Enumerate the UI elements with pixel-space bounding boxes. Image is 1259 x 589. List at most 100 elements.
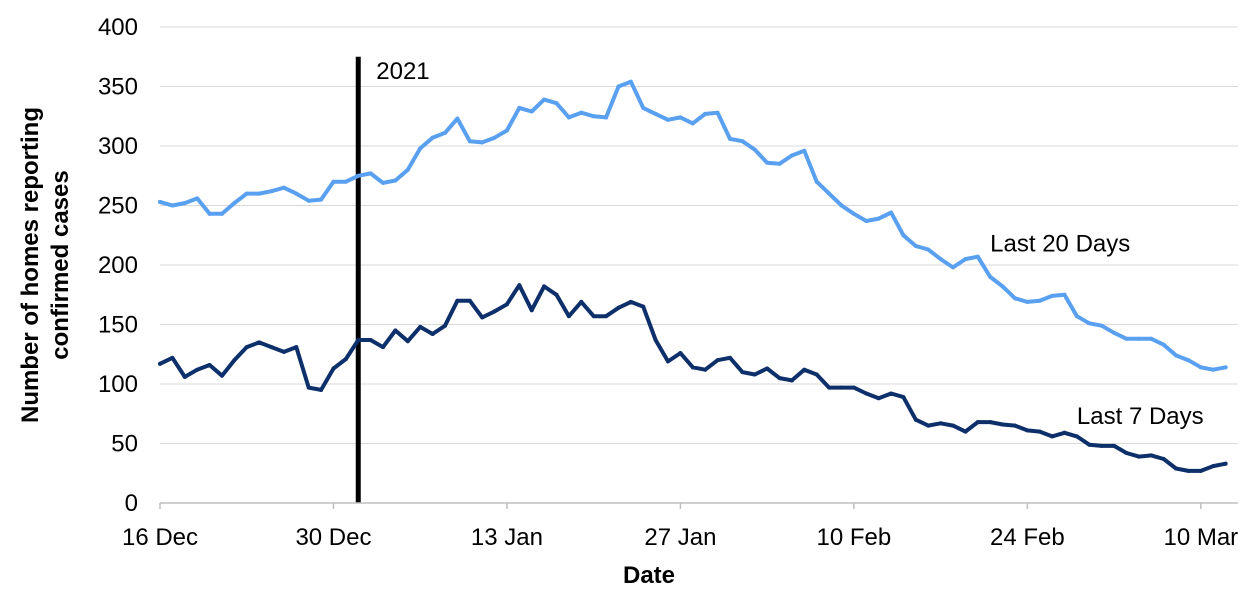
data-point	[1112, 330, 1117, 335]
x-tick-label: 10 Mar	[1163, 524, 1238, 551]
data-point	[170, 355, 175, 360]
data-point	[876, 216, 881, 221]
data-point	[653, 111, 658, 116]
x-tick-label: 16 Dec	[122, 524, 198, 551]
data-point	[1062, 292, 1067, 297]
data-point	[1211, 464, 1216, 469]
axes	[159, 502, 1238, 509]
data-point	[740, 139, 745, 144]
data-point	[1161, 342, 1166, 347]
data-point	[182, 374, 187, 379]
data-point	[1087, 442, 1092, 447]
data-point	[951, 423, 956, 428]
data-point	[529, 109, 534, 114]
data-point	[1112, 443, 1117, 448]
data-point	[628, 79, 633, 84]
data-point	[628, 299, 633, 304]
data-point	[356, 173, 361, 178]
data-point	[703, 367, 708, 372]
data-point	[988, 420, 993, 425]
data-point	[963, 257, 968, 262]
data-point	[889, 391, 894, 396]
data-point	[269, 189, 274, 194]
data-point	[579, 110, 584, 115]
data-point	[1037, 298, 1042, 303]
data-point	[207, 362, 212, 367]
data-point	[715, 110, 720, 115]
data-point	[901, 233, 906, 238]
data-point	[170, 203, 175, 208]
data-point	[1012, 296, 1017, 301]
data-point	[727, 136, 732, 141]
data-point	[1186, 358, 1191, 363]
y-tick-label: 0	[125, 490, 138, 517]
data-point	[1136, 454, 1141, 459]
data-point	[381, 180, 386, 185]
x-tick-label: 24 Feb	[990, 524, 1065, 551]
data-point	[851, 211, 856, 216]
data-point	[1174, 466, 1179, 471]
x-axis-title: Date	[623, 562, 675, 589]
data-point	[1198, 365, 1203, 370]
data-point	[257, 191, 262, 196]
data-point	[554, 101, 559, 106]
data-point	[492, 135, 497, 140]
data-point	[195, 196, 200, 201]
data-point	[926, 247, 931, 252]
data-point	[306, 198, 311, 203]
data-point	[566, 115, 571, 120]
data-point	[653, 337, 658, 342]
data-point	[1050, 293, 1055, 298]
data-point	[666, 359, 671, 364]
data-point	[418, 324, 423, 329]
data-point	[765, 366, 770, 371]
series-label-last-7-days: Last 7 Days	[1077, 403, 1204, 430]
data-point	[244, 345, 249, 350]
data-point	[1124, 451, 1129, 456]
data-point	[517, 105, 522, 110]
data-point	[678, 115, 683, 120]
data-point	[219, 211, 224, 216]
data-point	[430, 332, 435, 337]
gridlines	[160, 26, 1238, 444]
data-point	[839, 203, 844, 208]
data-point	[405, 167, 410, 172]
data-point	[418, 146, 423, 151]
data-point	[343, 179, 348, 184]
y-tick-label: 350	[98, 74, 138, 101]
data-point	[727, 355, 732, 360]
data-point	[480, 140, 485, 145]
data-point	[219, 373, 224, 378]
data-point	[1124, 336, 1129, 341]
data-point	[1000, 422, 1005, 427]
data-point	[195, 367, 200, 372]
data-point	[430, 135, 435, 140]
data-point	[294, 345, 299, 350]
data-point	[492, 309, 497, 314]
data-point	[752, 372, 757, 377]
data-point	[975, 254, 980, 259]
x-tick-label: 30 Dec	[295, 524, 371, 551]
data-point	[554, 292, 559, 297]
data-point	[715, 358, 720, 363]
data-point	[207, 211, 212, 216]
data-point	[579, 299, 584, 304]
data-point	[777, 376, 782, 381]
data-point	[306, 385, 311, 390]
data-point	[542, 97, 547, 102]
data-point	[529, 308, 534, 313]
x-tick-label: 10 Feb	[817, 524, 892, 551]
data-point	[641, 304, 646, 309]
data-point	[666, 117, 671, 122]
data-point	[1149, 336, 1154, 341]
data-point	[814, 372, 819, 377]
data-point	[1037, 429, 1042, 434]
y-tick-label: 400	[98, 14, 138, 41]
data-point	[1149, 453, 1154, 458]
data-point	[393, 328, 398, 333]
data-point	[517, 283, 522, 288]
data-point	[765, 160, 770, 165]
data-point	[876, 396, 881, 401]
data-point	[839, 385, 844, 390]
